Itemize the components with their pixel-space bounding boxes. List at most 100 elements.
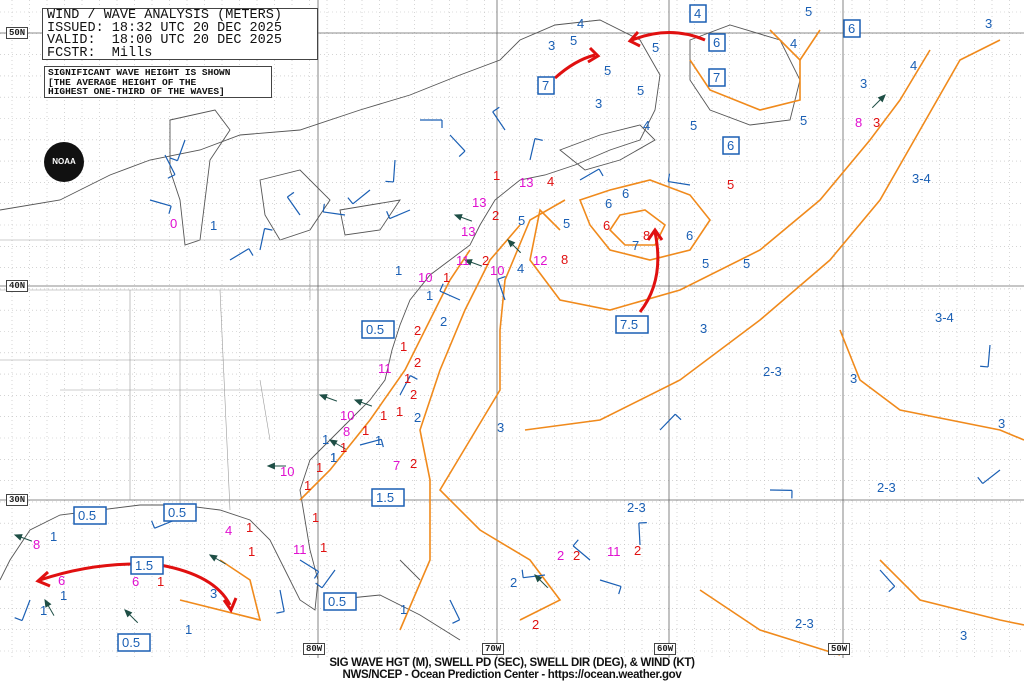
wind-barb (164, 154, 176, 179)
swell-period-value: 8 (855, 115, 862, 130)
boxed-wave-height-label: 6 (848, 21, 855, 36)
swell-period-value: 11 (607, 544, 621, 559)
swell-period-value: 11 (456, 253, 470, 268)
wind-barb (229, 248, 254, 261)
wave-height-value: 1 (400, 339, 407, 354)
newfoundland (689, 24, 801, 126)
boxed-wave-height-label-box (361, 320, 395, 339)
swell-period-value: 10 (280, 464, 294, 479)
forecaster: FCSTR: Mills (47, 45, 153, 61)
wind-barb (667, 173, 691, 186)
wave-height-contours (179, 29, 1024, 656)
boxed-wave-height-label-box (323, 592, 357, 611)
note-line-1: SIGNIFICANT WAVE HEIGHT IS SHOWN (48, 67, 231, 78)
contour-label: 2 (414, 410, 421, 425)
wind-barb (497, 276, 506, 301)
lon-label-70w: 70W (482, 643, 505, 655)
valid-time: VALID: 18:00 UTC 20 DEC 2025 (47, 33, 282, 48)
boxed-wave-height-label: 0.5 (366, 322, 384, 337)
wind-barb (980, 344, 991, 368)
boxed-wave-height-label: 1.5 (376, 490, 394, 505)
boxed-wave-height-label-box (708, 33, 726, 52)
swell-arrow (507, 239, 522, 254)
lon-label-80w: 80W (303, 643, 326, 655)
contour-label: 1 (210, 218, 217, 233)
wind-barb (659, 413, 682, 431)
contour-label: 1 (400, 602, 407, 617)
contour-label: 5 (702, 256, 709, 271)
boxed-wave-height-label-box (722, 136, 740, 155)
wave-height-value: 5 (727, 177, 734, 192)
swell-period-value: 6 (132, 574, 139, 589)
swell-arrow (463, 259, 483, 267)
contour-label: 1 (395, 263, 402, 278)
contour-label: 7 (632, 238, 639, 253)
wave-height-value: 1 (248, 544, 255, 559)
swell-period-value: 11 (293, 542, 307, 557)
boxed-wave-height-label: 0.5 (328, 594, 346, 609)
contour-label: 6 (622, 186, 629, 201)
contour-label: 2-3 (877, 480, 896, 495)
contour-label: 5 (652, 40, 659, 55)
lat-label-30n: 30N (6, 494, 29, 506)
contour-label: 3 (850, 371, 857, 386)
swell-period-value: 7 (393, 458, 400, 473)
wind-barb (529, 137, 543, 161)
wave-height-value: 1 (493, 168, 500, 183)
wind-barb (449, 134, 466, 157)
wind-barb (420, 119, 443, 128)
boxed-wave-height-label: 6 (727, 138, 734, 153)
contour-label: 2 (510, 575, 517, 590)
boxed-wave-height-label: 0.5 (78, 508, 96, 523)
wind-barb (879, 569, 896, 593)
swell-arrow (44, 598, 55, 616)
contour-label: 1 (375, 433, 382, 448)
contour-label: 3 (210, 586, 217, 601)
wind-barb (149, 199, 172, 214)
swell-period-value: 13 (461, 224, 475, 239)
contour-label: 4 (517, 261, 524, 276)
contour-label: 3 (700, 321, 707, 336)
swell-arrow (534, 574, 549, 589)
swell-period-value: 12 (533, 253, 547, 268)
lon-label-50w: 50W (828, 643, 851, 655)
contour-label: 4 (790, 36, 797, 51)
lat-lon-grid (0, 0, 1024, 658)
swell-period-value: 10 (418, 270, 432, 285)
wave-height-value: 2 (492, 208, 499, 223)
footer-credit: NWS/NCEP - Ocean Prediction Center - htt… (342, 669, 682, 681)
wind-barb (169, 139, 186, 162)
contour-label: 1 (322, 432, 329, 447)
contour-label: 3 (860, 76, 867, 91)
wave-height-value: 2 (634, 543, 641, 558)
wave-height-value: 2 (410, 387, 417, 402)
boxed-wave-height-label-box (117, 633, 151, 652)
wave-height-value: 8 (643, 228, 650, 243)
contour-label: 2 (440, 314, 447, 329)
noaa-logo: NOAA (44, 142, 84, 182)
boxed-wave-height-label-box (130, 556, 164, 575)
wave-height-value: 2 (573, 548, 580, 563)
contour-label: 4 (643, 118, 650, 133)
wind-barb (322, 203, 346, 216)
wind-barb (14, 599, 31, 622)
boxed-wave-height-label-box (537, 76, 555, 95)
wind-barb (492, 106, 506, 131)
wave-height-value: 1 (380, 408, 387, 423)
boxed-wave-height-label-box (73, 506, 107, 525)
swell-arrow (871, 94, 886, 109)
boxed-wave-height-label: 0.5 (168, 505, 186, 520)
wave-height-value: 1 (246, 520, 253, 535)
contour-label: 5 (604, 63, 611, 78)
state-borders (0, 239, 470, 511)
contour-label: 5 (743, 256, 750, 271)
swell-arrow (453, 214, 473, 222)
wind-barb (399, 375, 418, 396)
swell-direction-arrows (13, 94, 886, 624)
contour-label: 1 (426, 288, 433, 303)
wave-height-value: 4 (547, 174, 554, 189)
contour-label: 3 (985, 16, 992, 31)
contour-label: 5 (570, 33, 577, 48)
wave-height-value: 2 (414, 323, 421, 338)
